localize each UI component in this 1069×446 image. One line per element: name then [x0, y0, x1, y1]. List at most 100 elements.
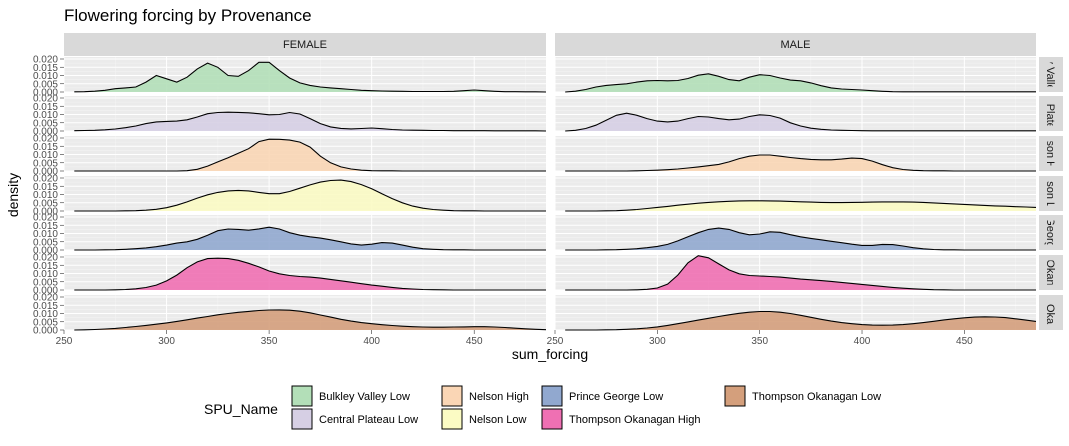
y-tick-label: 0.000 [33, 286, 58, 297]
chart-title: Flowering forcing by Provenance [64, 6, 312, 25]
density-line [74, 257, 546, 291]
x-tick-label: 250 [56, 336, 73, 347]
density-line [74, 179, 546, 212]
density-line [565, 255, 1036, 291]
x-tick-label: 300 [158, 336, 175, 347]
density-area [565, 311, 1036, 330]
row-strip-label: lson L [1044, 179, 1056, 208]
y-tick-label: 0.010 [33, 229, 58, 240]
column-strip [64, 33, 546, 56]
y-tick-label: 0.000 [33, 127, 58, 138]
column-strip [555, 33, 1036, 56]
row-strip [1039, 136, 1063, 171]
y-tick-label: 0.010 [33, 150, 58, 161]
legend-swatch [291, 385, 313, 407]
row-strip-label: l Plate [1044, 98, 1056, 129]
y-tick-label: 0.020 [33, 174, 58, 185]
y-tick-label: 0.015 [33, 221, 58, 232]
y-tick-label: 0.000 [33, 207, 58, 218]
y-tick-label: 0.015 [33, 102, 58, 113]
y-tick-label: 0.015 [33, 63, 58, 74]
density-line [74, 138, 546, 172]
y-tick-label: 0.000 [33, 246, 58, 257]
density-line [565, 200, 1037, 212]
density-area [74, 180, 547, 211]
x-tick-label: 350 [261, 336, 278, 347]
density-area [74, 139, 547, 171]
legend-swatch [541, 385, 563, 407]
row-strip [1039, 57, 1063, 92]
legend-label: Prince George Low [569, 391, 663, 403]
density-line [565, 73, 1036, 93]
row-strip [1039, 255, 1063, 290]
legend-label: Thompson Okanagan Low [752, 391, 881, 403]
y-tick-label: 0.020 [33, 134, 58, 145]
x-tick-label: 350 [751, 336, 768, 347]
row-strip [1039, 96, 1063, 131]
y-tick-label: 0.020 [33, 213, 58, 224]
x-tick-label: 300 [649, 336, 666, 347]
density-area [74, 309, 547, 330]
row-strip [1039, 215, 1063, 250]
x-tick-label: 400 [363, 336, 380, 347]
y-tick-label: 0.000 [33, 326, 58, 337]
row-strip-label: Okan [1044, 259, 1056, 285]
density-line [565, 310, 1037, 331]
density-area [74, 62, 547, 92]
y-tick-label: 0.005 [33, 158, 58, 169]
y-tick-label: 0.005 [33, 118, 58, 129]
y-tick-label: 0.005 [33, 277, 58, 288]
density-area [565, 155, 1036, 171]
legend: SPU_Name Bulkley Valley Low Central Plate… [204, 385, 881, 430]
density-area [565, 73, 1036, 92]
y-tick-label: 0.005 [33, 198, 58, 209]
x-axis: 250 300 350 400 450 250 300 350 400 450 [56, 330, 973, 347]
density-line [565, 227, 1036, 251]
legend-swatch [541, 408, 563, 430]
y-axis-title: density [5, 173, 21, 217]
legend-swatch [441, 408, 463, 430]
legend-label: Nelson High [469, 391, 529, 403]
row-strip-label: Georg [1044, 217, 1056, 248]
y-tick-label: 0.015 [33, 261, 58, 272]
density-line [74, 61, 547, 93]
y-tick-label: 0.010 [33, 269, 58, 280]
legend-swatch [724, 385, 746, 407]
legend-swatch [291, 408, 313, 430]
row-strip [1039, 295, 1063, 330]
y-tick-label: 0.020 [33, 293, 58, 304]
y-axis: 0.0000.0050.0100.0150.0200.0000.0050.010… [33, 55, 64, 337]
row-strip-label: n Okan [1044, 295, 1056, 330]
legend-label: Thompson Okanagan High [569, 414, 700, 426]
x-tick-label: 450 [466, 336, 483, 347]
density-line [74, 309, 547, 331]
y-tick-label: 0.020 [33, 55, 58, 66]
y-tick-label: 0.010 [33, 110, 58, 121]
density-area [565, 113, 1036, 131]
density-line [74, 111, 547, 132]
column-strip-label: FEMALE [283, 39, 327, 51]
row-strip-label: y Valle [1044, 58, 1056, 90]
density-line [74, 226, 546, 251]
y-tick-label: 0.010 [33, 309, 58, 320]
legend-swatch [441, 385, 463, 407]
y-tick-label: 0.020 [33, 94, 58, 105]
y-tick-label: 0.015 [33, 301, 58, 312]
density-area [565, 255, 1036, 290]
legend-label: Central Plateau Low [319, 414, 418, 426]
density-line [565, 154, 1036, 172]
x-tick-label: 400 [854, 336, 871, 347]
y-tick-label: 0.000 [33, 88, 58, 99]
density-area [74, 258, 547, 290]
density-area [74, 112, 547, 131]
legend-label: Nelson Low [469, 414, 527, 426]
y-tick-label: 0.005 [33, 237, 58, 248]
x-tick-label: 450 [956, 336, 973, 347]
y-tick-label: 0.005 [33, 317, 58, 328]
legend-label: Bulkley Valley Low [319, 391, 410, 403]
density-line [565, 112, 1036, 132]
density-area [74, 227, 547, 250]
y-tick-label: 0.015 [33, 142, 58, 153]
density-area [565, 228, 1036, 250]
x-tick-label: 250 [547, 336, 564, 347]
